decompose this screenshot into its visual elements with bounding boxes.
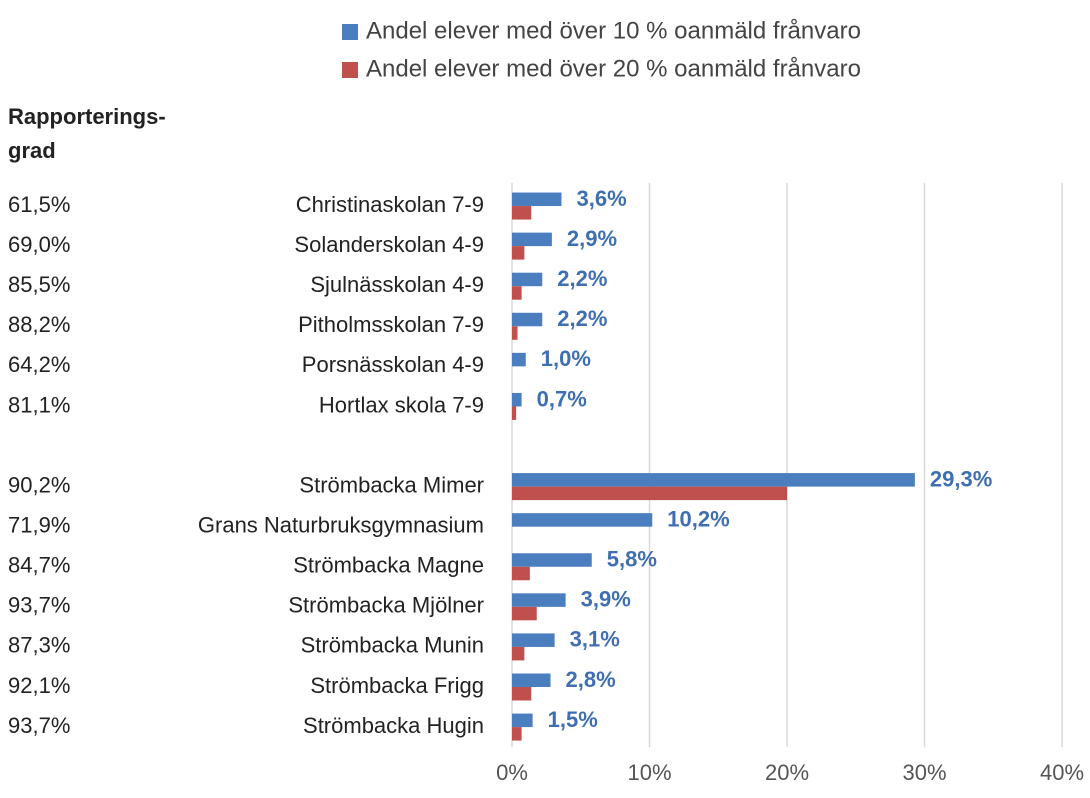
- value-label: 5,8%: [607, 547, 657, 572]
- reporting-rate: 71,9%: [8, 512, 70, 537]
- value-label: 2,2%: [557, 306, 607, 331]
- category-label: Strömbacka Munin: [301, 633, 484, 658]
- value-label: 2,8%: [566, 667, 616, 692]
- bar: [512, 593, 566, 607]
- bar: [512, 486, 787, 501]
- value-label: 1,5%: [548, 707, 598, 732]
- value-label: 29,3%: [930, 466, 992, 491]
- bar: [512, 727, 522, 741]
- x-tick-label: 30%: [902, 760, 946, 785]
- column-header: grad: [8, 138, 56, 163]
- bar: [512, 286, 522, 300]
- category-label: Solanderskolan 4-9: [294, 232, 484, 257]
- bar: [512, 326, 518, 340]
- x-tick-label: 10%: [627, 760, 671, 785]
- category-label: Porsnässkolan 4-9: [302, 352, 484, 377]
- value-label: 2,2%: [557, 266, 607, 291]
- bar: [512, 513, 653, 527]
- category-label: Christinaskolan 7-9: [296, 192, 484, 217]
- bar: [512, 553, 592, 567]
- category-label: Strömbacka Magne: [293, 553, 484, 578]
- bar: [512, 246, 525, 260]
- reporting-rate: 90,2%: [8, 472, 70, 497]
- category-label: Hortlax skola 7-9: [319, 392, 484, 417]
- reporting-rate: 88,2%: [8, 312, 70, 337]
- reporting-rate: 93,7%: [8, 713, 70, 738]
- legend-label: Andel elever med över 20 % oanmäld frånv…: [366, 55, 861, 82]
- category-label: Strömbacka Frigg: [310, 673, 484, 698]
- bar: [512, 633, 555, 647]
- bar: [512, 646, 525, 661]
- value-label: 10,2%: [667, 506, 729, 531]
- x-tick-label: 20%: [765, 760, 809, 785]
- reporting-rate: 93,7%: [8, 593, 70, 618]
- bar: [512, 312, 543, 327]
- x-tick-label: 0%: [496, 760, 528, 785]
- bar: [512, 473, 915, 487]
- reporting-rate: 64,2%: [8, 352, 70, 377]
- value-label: 3,6%: [577, 186, 627, 211]
- reporting-rate: 81,1%: [8, 392, 70, 417]
- bar: [512, 713, 533, 728]
- reporting-rate: 61,5%: [8, 192, 70, 217]
- category-label: Strömbacka Mjölner: [288, 593, 484, 618]
- bar: [512, 392, 522, 407]
- reporting-rate: 85,5%: [8, 272, 70, 297]
- bar: [512, 673, 551, 687]
- bar: [512, 272, 543, 287]
- bar: [512, 406, 517, 420]
- column-header: Rapporterings-: [8, 104, 166, 129]
- reporting-rate: 69,0%: [8, 232, 70, 257]
- bar: [512, 232, 552, 247]
- category-label: Grans Naturbruksgymnasium: [198, 512, 484, 537]
- reporting-rate: 84,7%: [8, 553, 70, 578]
- category-label: Pitholmsskolan 7-9: [298, 312, 484, 337]
- x-tick-label: 40%: [1040, 760, 1084, 785]
- bar: [512, 606, 537, 621]
- bar: [512, 566, 530, 581]
- category-label: Sjulnässkolan 4-9: [310, 272, 484, 297]
- category-label: Strömbacka Hugin: [303, 713, 484, 738]
- reporting-rate: 87,3%: [8, 633, 70, 658]
- value-label: 1,0%: [541, 346, 591, 371]
- category-label: Strömbacka Mimer: [299, 472, 484, 497]
- value-label: 3,1%: [570, 627, 620, 652]
- legend-swatch: [342, 62, 358, 78]
- value-label: 0,7%: [537, 386, 587, 411]
- value-label: 3,9%: [581, 587, 631, 612]
- legend-label: Andel elever med över 10 % oanmäld frånv…: [366, 17, 861, 44]
- legend-swatch: [342, 24, 358, 40]
- reporting-rate: 92,1%: [8, 673, 70, 698]
- bar: [512, 192, 562, 207]
- value-label: 2,9%: [567, 226, 617, 251]
- bar: [512, 206, 532, 220]
- bar: [512, 352, 526, 367]
- bar: [512, 687, 532, 701]
